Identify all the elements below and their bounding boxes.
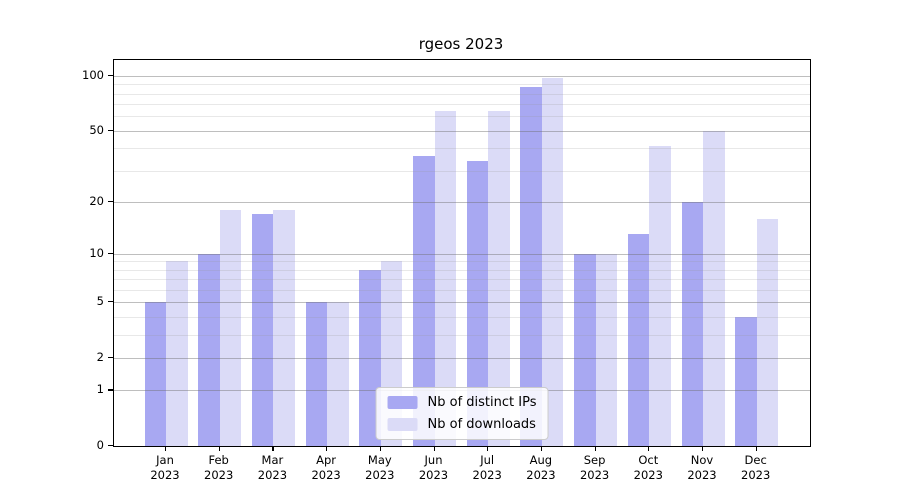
y-tick-mark: [108, 389, 113, 391]
x-tick-mark: [755, 446, 757, 451]
bar-downloads: [595, 253, 618, 446]
x-tick-label: Sep 2023: [579, 453, 610, 482]
bar-distinct-ips: [466, 160, 489, 446]
gridline-major: [114, 130, 810, 132]
gridline-major: [114, 357, 810, 359]
bar-downloads: [219, 209, 242, 446]
bar-downloads: [434, 111, 456, 446]
legend-swatch-downloads: [387, 418, 418, 431]
x-tick-label: Oct 2023: [633, 453, 663, 482]
gridline-major: [114, 201, 810, 203]
gridline-minor: [114, 148, 810, 150]
chart-title: rgeos 2023: [418, 35, 504, 53]
x-tick-label: Jun 2023: [418, 453, 449, 482]
x-tick-label: Dec 2023: [741, 453, 771, 482]
x-tick-mark: [379, 446, 381, 451]
bar-downloads: [327, 302, 349, 446]
gridline-minor: [114, 84, 810, 86]
y-tick-label: 50: [89, 122, 104, 137]
bar-distinct-ips: [627, 234, 650, 446]
x-tick-label: Jan 2023: [150, 453, 180, 482]
x-tick-label: Mar 2023: [257, 453, 288, 482]
legend: Nb of distinct IPs Nb of downloads: [375, 387, 549, 440]
bar-distinct-ips: [144, 302, 166, 446]
bar-distinct-ips: [198, 253, 220, 446]
plot-area: Nb of distinct IPs Nb of downloads: [113, 59, 811, 447]
bar-downloads: [703, 130, 725, 446]
gridline-major: [114, 253, 810, 255]
gridline-minor: [114, 116, 810, 118]
y-tick-label: 10: [89, 245, 104, 260]
bar-downloads: [166, 261, 188, 446]
y-tick-mark: [108, 356, 113, 359]
bar-downloads: [649, 146, 671, 446]
bar-distinct-ips: [735, 316, 757, 446]
y-tick-label: 5: [96, 294, 104, 309]
x-tick-mark: [648, 446, 650, 451]
x-tick-mark: [433, 446, 435, 451]
y-tick-label: 20: [89, 193, 104, 208]
gridline-minor: [114, 93, 810, 95]
gridline-minor: [114, 269, 810, 271]
y-tick-mark: [108, 74, 113, 76]
y-tick-label: 1: [96, 382, 104, 397]
y-tick-mark: [108, 129, 113, 131]
gridline-minor: [114, 334, 810, 336]
y-tick-mark: [108, 445, 113, 447]
y-tick-mark: [108, 301, 113, 303]
gridline-minor: [114, 279, 810, 281]
bar-distinct-ips: [359, 269, 381, 446]
bar-distinct-ips: [305, 302, 328, 446]
x-tick-mark: [326, 446, 328, 451]
gridline-major: [114, 75, 810, 77]
x-tick-mark: [594, 446, 596, 451]
bar-distinct-ips: [574, 253, 596, 446]
x-tick-label: Aug 2023: [526, 453, 556, 482]
x-tick-mark: [487, 446, 489, 451]
bar-downloads: [273, 209, 295, 446]
gridline-major: [114, 302, 810, 304]
bar-downloads: [488, 111, 510, 446]
x-tick-label: May 2023: [365, 453, 395, 482]
x-tick-label: Apr 2023: [311, 453, 341, 482]
y-tick-mark: [108, 200, 113, 202]
x-tick-mark: [702, 446, 704, 451]
legend-row-downloads: Nb of downloads: [387, 417, 537, 432]
y-tick-label: 2: [96, 349, 104, 364]
bar-downloads: [756, 218, 779, 446]
x-tick-label: Nov 2023: [687, 453, 717, 482]
gridline-minor: [114, 170, 810, 172]
legend-label-downloads: Nb of downloads: [427, 417, 536, 432]
x-tick-mark: [272, 446, 274, 451]
x-tick-label: Feb 2023: [204, 453, 234, 482]
legend-row-distinct-ips: Nb of distinct IPs: [387, 395, 537, 410]
y-tick-mark: [108, 252, 113, 254]
gridline-minor: [114, 261, 810, 263]
bar-distinct-ips: [251, 214, 274, 446]
y-tick-label: 0: [96, 438, 104, 452]
gridline-minor: [114, 316, 810, 318]
bar-distinct-ips: [413, 156, 435, 446]
bar-distinct-ips: [681, 201, 703, 446]
x-tick-mark: [165, 446, 167, 451]
x-tick-mark: [540, 446, 543, 451]
gridline-minor: [114, 289, 810, 291]
gridline-minor: [114, 104, 810, 106]
x-tick-label: Jul 2023: [472, 453, 502, 482]
y-tick-label: 100: [82, 67, 104, 82]
bar-downloads: [541, 78, 564, 446]
x-tick-mark: [218, 446, 220, 451]
legend-label-distinct-ips: Nb of distinct IPs: [427, 395, 537, 410]
bar-distinct-ips: [520, 86, 542, 446]
legend-swatch-distinct-ips: [387, 396, 418, 409]
